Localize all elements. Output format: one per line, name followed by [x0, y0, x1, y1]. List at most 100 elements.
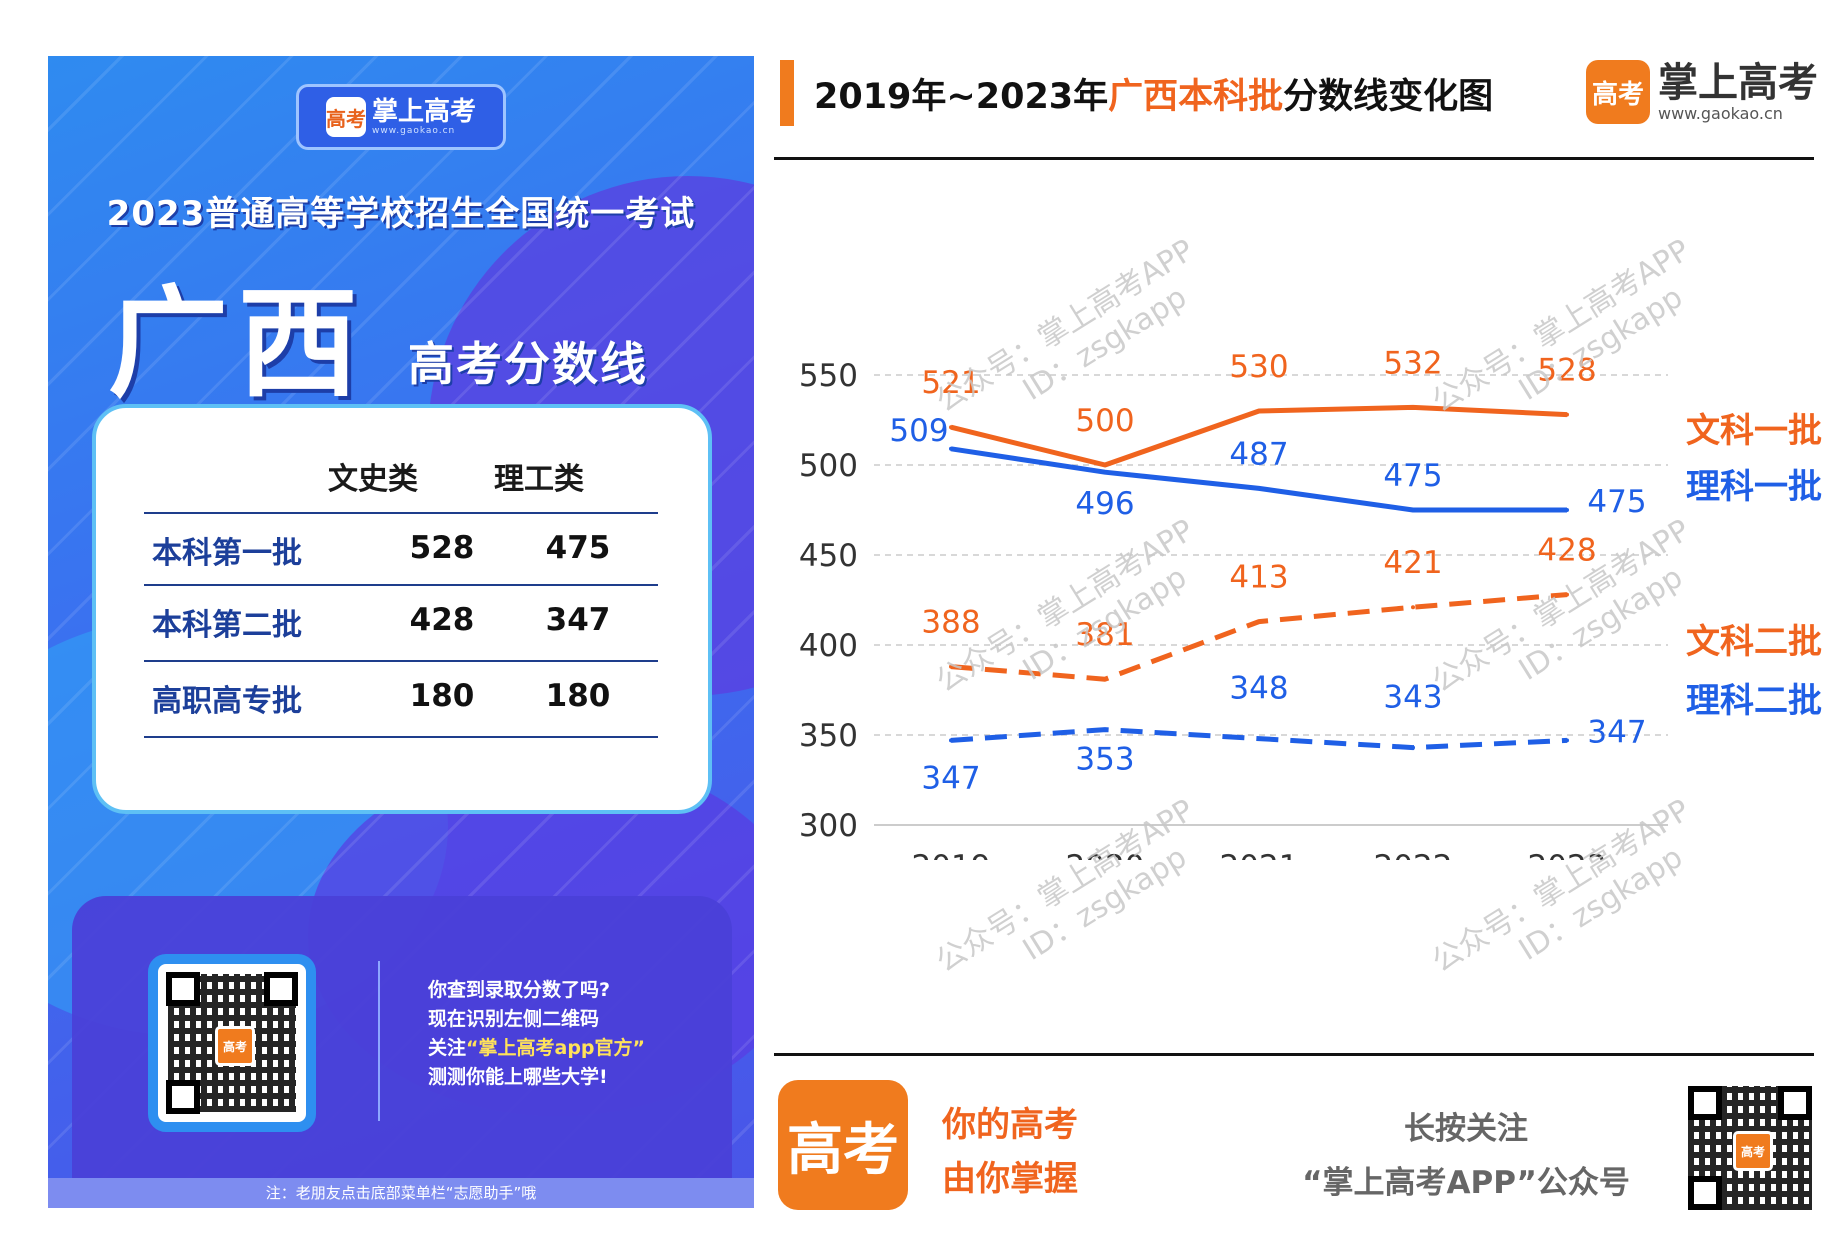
y-tick-label: 400 — [799, 628, 858, 664]
data-point — [949, 446, 953, 451]
table-cell: 347 — [545, 602, 611, 638]
legend-label: 文科一批 — [1686, 411, 1822, 451]
promo-line: 关注“掌上高考app官方” — [428, 1034, 645, 1063]
data-point — [1103, 470, 1107, 475]
x-tick-label: 2020 — [1066, 849, 1145, 860]
poster-logo-name: 掌上高考 — [371, 97, 476, 127]
data-label: 421 — [1383, 545, 1442, 581]
y-tick-label: 500 — [799, 448, 858, 484]
title-highlight: 广西本科批 — [1108, 77, 1284, 117]
slogan-line: 你的高考 — [942, 1105, 1078, 1145]
data-label: 475 — [1383, 458, 1442, 494]
data-label: 532 — [1383, 345, 1442, 381]
title-accent-bar — [780, 60, 794, 126]
data-label: 348 — [1229, 671, 1288, 707]
title-prefix: 2019年~2023年 — [814, 77, 1109, 117]
qr-promo-text: 你查到录取分数了吗? 现在识别左侧二维码 关注“掌上高考app官方” 测测你能上… — [428, 976, 645, 1092]
data-point — [1103, 463, 1107, 467]
brand-logo: 高考 掌上高考 www.gaokao.cn — [1586, 60, 1818, 124]
qr-logo-icon: 高考 — [1733, 1131, 1773, 1171]
qr-code[interactable]: 高考 — [148, 954, 316, 1132]
promo-line: 现在识别左侧二维码 — [428, 1008, 600, 1030]
promo-line: 你查到录取分数了吗? — [428, 979, 611, 1001]
data-point — [1565, 412, 1569, 417]
table-cell: 180 — [545, 678, 611, 714]
data-point — [1411, 605, 1415, 610]
header-rule — [774, 157, 1814, 160]
promo-line: 测测你能上哪些大学! — [428, 1066, 608, 1088]
data-point — [1257, 409, 1261, 413]
data-point — [1411, 405, 1415, 410]
data-label: 509 — [889, 413, 948, 449]
table-divider — [144, 512, 658, 514]
x-tick-label: 2022 — [1374, 849, 1453, 860]
follow-line: “掌上高考APP”公众号 — [1302, 1165, 1630, 1201]
y-tick-label: 550 — [799, 358, 858, 394]
data-point — [949, 664, 953, 669]
table-divider — [144, 584, 658, 586]
exam-title: 2023普通高等学校招生全国统一考试 — [106, 194, 696, 234]
gaokao-logo-icon: 高考 — [325, 97, 366, 137]
data-label: 347 — [921, 760, 980, 796]
data-point — [1565, 508, 1569, 512]
data-point — [1565, 592, 1569, 597]
x-tick-label: 2019 — [912, 849, 991, 860]
qr-finder — [264, 972, 298, 1006]
column-header-ligong: 理工类 — [494, 462, 584, 497]
promo-highlight: “掌上高考app官方” — [466, 1037, 646, 1059]
data-label: 343 — [1383, 680, 1442, 716]
brand-name: 掌上高考 — [1658, 59, 1818, 106]
footer-qr-code[interactable]: 高考 — [1688, 1086, 1812, 1210]
legend-label: 理科一批 — [1686, 467, 1822, 507]
slogan: 你的高考 由你掌握 — [942, 1098, 1078, 1206]
table-cell: 428 — [409, 602, 475, 638]
poster-logo-url: www.gaokao.cn — [371, 126, 456, 136]
data-label: 496 — [1075, 486, 1134, 522]
x-tick-label: 2023 — [1528, 849, 1607, 860]
qr-logo-icon: 高考 — [215, 1026, 255, 1066]
score-table: 文史类 理工类 本科第一批 528 475 本科第二批 428 347 高职高专… — [92, 404, 712, 814]
data-point — [1257, 736, 1261, 741]
data-point — [949, 738, 953, 743]
row-label: 高职高专批 — [152, 684, 302, 719]
data-point — [1257, 486, 1261, 491]
data-label: 500 — [1075, 403, 1134, 439]
legend-label: 理科二批 — [1686, 681, 1822, 721]
data-point — [1565, 738, 1569, 743]
footer-rule — [774, 1053, 1814, 1056]
data-point — [1103, 677, 1107, 682]
y-tick-label: 350 — [799, 718, 858, 754]
data-point — [1411, 745, 1415, 750]
data-label: 381 — [1075, 617, 1134, 653]
table-cell: 528 — [409, 530, 475, 566]
row-label: 本科第一批 — [152, 536, 302, 571]
gaokao-logo-icon: 高考 — [1586, 60, 1650, 124]
data-label: 521 — [921, 365, 980, 401]
table-divider — [144, 736, 658, 738]
row-label: 本科第二批 — [152, 608, 302, 643]
data-label: 347 — [1587, 714, 1646, 750]
data-point — [1103, 727, 1107, 732]
data-label: 428 — [1537, 533, 1596, 569]
y-tick-label: 450 — [799, 538, 858, 574]
gaokao-app-icon: 高考 — [778, 1080, 908, 1210]
promo-text: 关注 — [428, 1037, 467, 1059]
data-label: 487 — [1229, 436, 1288, 472]
y-tick-label: 300 — [799, 808, 858, 844]
brand-url: www.gaokao.cn — [1658, 103, 1783, 123]
table-divider — [144, 660, 658, 662]
legend-label: 文科二批 — [1686, 622, 1822, 662]
qr-finder — [1688, 1086, 1722, 1120]
slogan-line: 由你掌握 — [942, 1159, 1078, 1199]
score-poster: 高考 掌上高考 www.gaokao.cn 2023普通高等学校招生全国统一考试… — [48, 56, 754, 1208]
column-header-wenshi: 文史类 — [328, 462, 418, 497]
table-cell: 180 — [409, 678, 475, 714]
qr-finder — [1688, 1176, 1722, 1210]
footnote: 注：老朋友点击底部菜单栏“志愿助手”哦 — [48, 1178, 754, 1208]
data-label: 528 — [1537, 353, 1596, 389]
province-title: 广西 — [108, 275, 368, 414]
data-point — [1411, 508, 1415, 512]
data-point — [949, 425, 953, 430]
vertical-divider — [378, 961, 380, 1121]
data-label: 475 — [1587, 484, 1646, 520]
